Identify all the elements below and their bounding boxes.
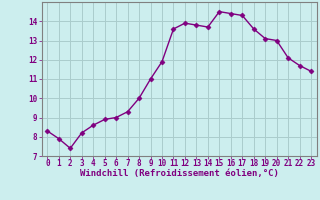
X-axis label: Windchill (Refroidissement éolien,°C): Windchill (Refroidissement éolien,°C)	[80, 169, 279, 178]
